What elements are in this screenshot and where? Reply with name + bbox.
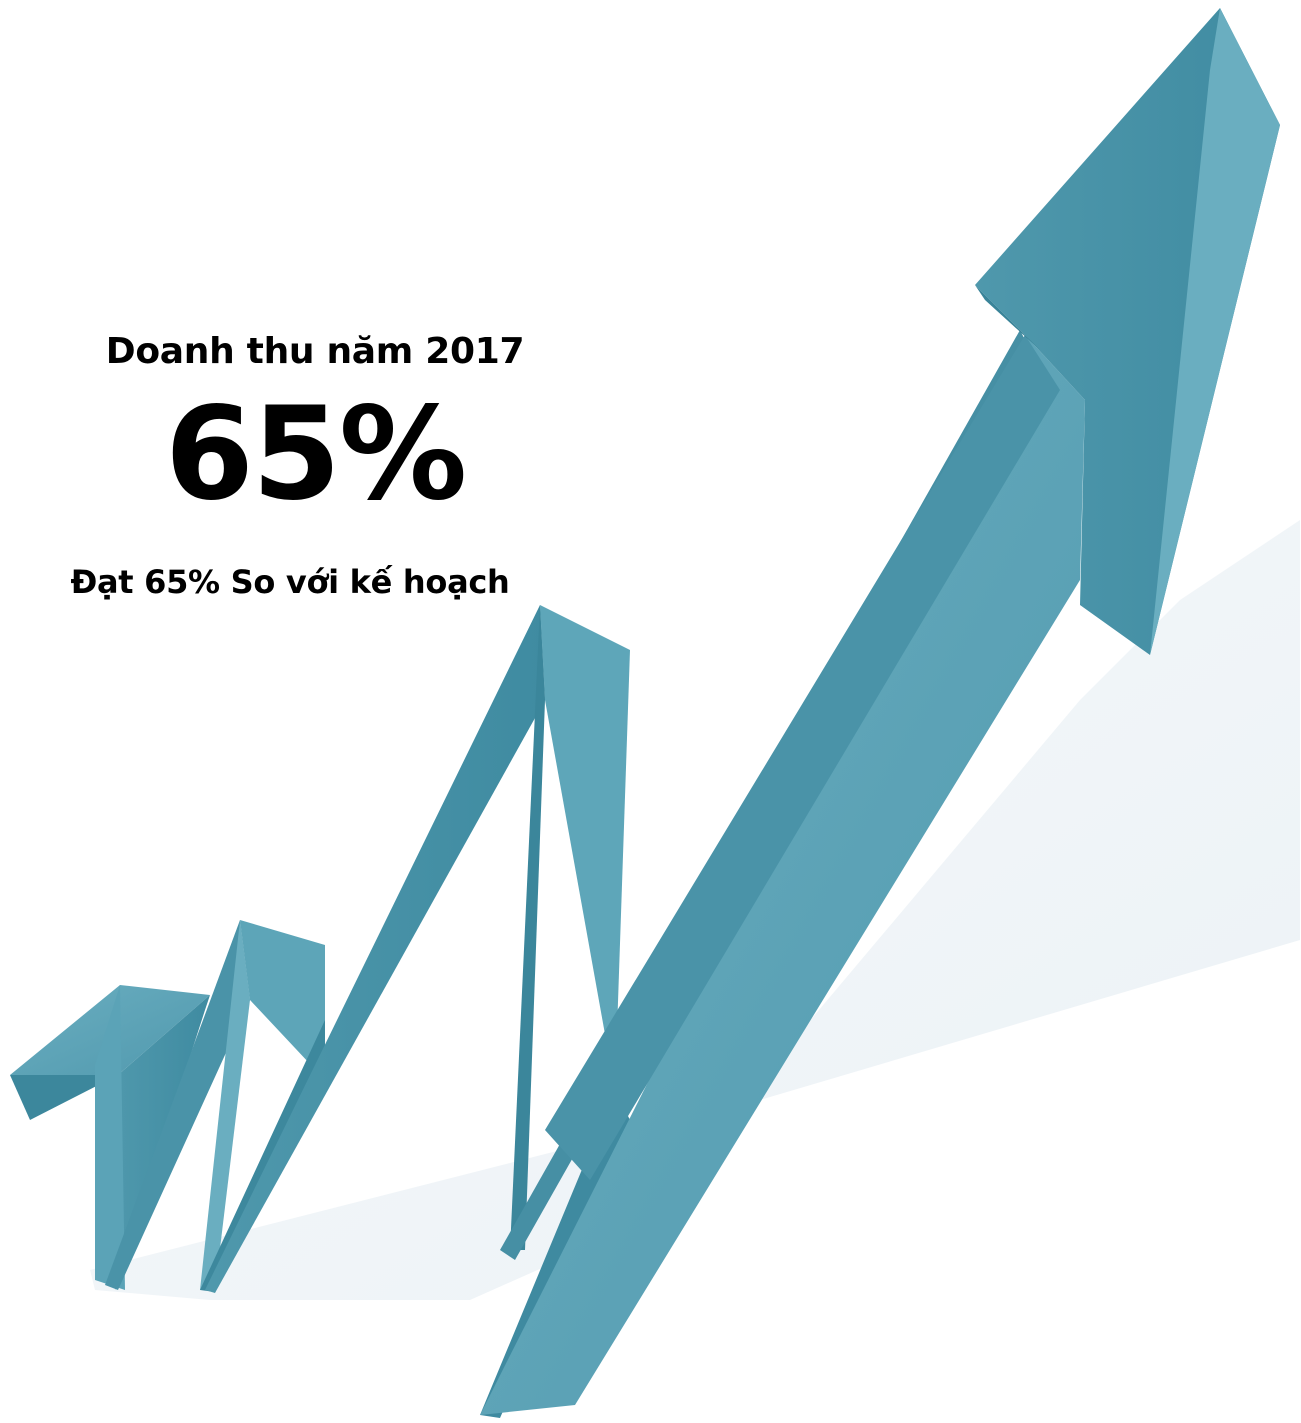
revenue-stat: Doanh thu năm 2017 65% Đạt 65% So với kế… bbox=[60, 320, 570, 602]
stat-title: Doanh thu năm 2017 bbox=[105, 331, 525, 372]
stat-caption: Đạt 65% So với kế hoạch bbox=[70, 563, 510, 602]
stat-percentage: 65% bbox=[164, 380, 467, 530]
